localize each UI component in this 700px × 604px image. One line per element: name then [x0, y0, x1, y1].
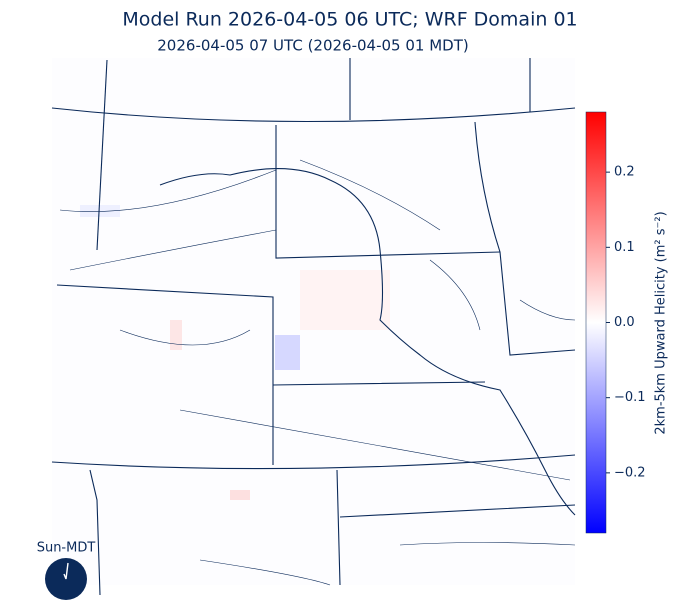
- field-patch: [80, 205, 120, 217]
- field-patch: [300, 270, 390, 330]
- colorbar-gradient: [585, 111, 607, 534]
- clock: Sun-MDT: [37, 541, 96, 600]
- map: [51, 58, 576, 596]
- border: [275, 125, 501, 259]
- colorbar-tick-label: −0.1: [614, 390, 646, 405]
- colorbar: 2km-5km Upward Helicity (m² s⁻²) −0.2 −0.…: [585, 111, 669, 534]
- border: [89, 469, 101, 596]
- colorbar-tick-label: 0.2: [614, 165, 635, 180]
- colorbar-tick-label: −0.2: [614, 465, 646, 480]
- colorbar-tick-label: 0.1: [614, 240, 635, 255]
- river: [159, 168, 576, 516]
- border: [51, 107, 576, 123]
- field-patch: [275, 335, 300, 370]
- clock-label: Sun-MDT: [37, 541, 96, 556]
- border: [56, 284, 486, 465]
- field-patch: [170, 320, 182, 350]
- border: [474, 121, 576, 356]
- field-patch: [230, 490, 250, 500]
- border: [96, 59, 108, 251]
- subtitle: 2026-04-05 07 UTC (2026-04-05 01 MDT): [157, 37, 468, 55]
- colorbar-tick-label: 0.0: [614, 315, 635, 330]
- border: [51, 454, 576, 586]
- colorbar-label: 2km-5km Upward Helicity (m² s⁻²): [654, 211, 669, 434]
- clock-hands: [63, 562, 69, 580]
- border: [349, 58, 531, 120]
- river: [59, 159, 576, 586]
- title: Model Run 2026-04-05 06 UTC; WRF Domain …: [122, 9, 577, 31]
